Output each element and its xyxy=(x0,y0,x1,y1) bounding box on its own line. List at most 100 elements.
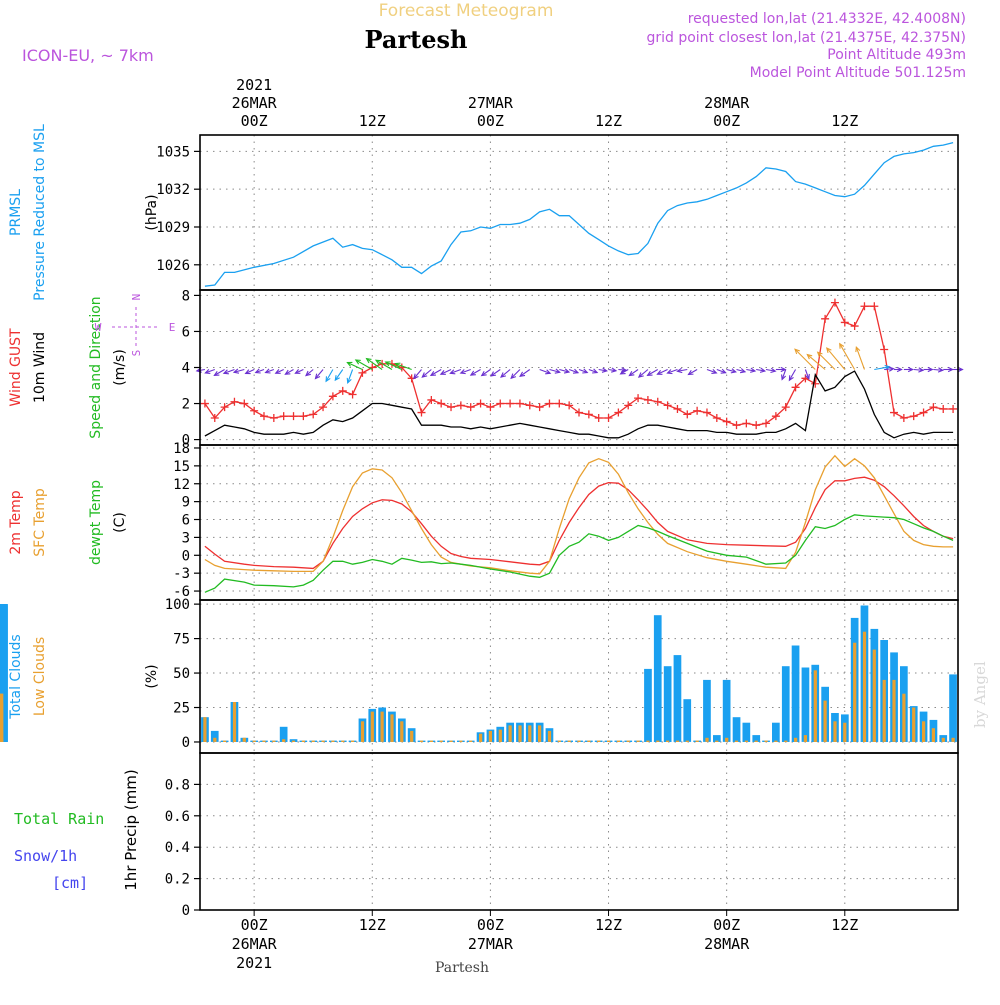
wind-vector xyxy=(470,369,481,376)
gust-marker xyxy=(240,399,249,408)
ytick-label: 6 xyxy=(182,324,190,340)
wind-vector-head xyxy=(788,375,794,382)
low-cloud-bar xyxy=(675,740,680,742)
low-cloud-bar xyxy=(666,740,670,742)
low-cloud-bar xyxy=(823,700,827,742)
low-cloud-bar xyxy=(902,693,906,742)
wind-vector xyxy=(440,369,452,375)
low-cloud-bar xyxy=(291,740,296,742)
total-cloud-bar xyxy=(949,674,957,742)
wind-vector xyxy=(788,369,797,381)
wind-vector-head xyxy=(346,377,352,385)
wind-vector-head xyxy=(264,368,271,374)
low-cloud-bar xyxy=(626,740,630,742)
gust-marker xyxy=(693,406,702,415)
low-cloud-bar xyxy=(734,740,739,742)
wind-vector xyxy=(539,368,551,374)
wind-vector xyxy=(347,369,354,384)
panel-frame-precip xyxy=(199,752,959,911)
wind-vector xyxy=(781,369,787,380)
gust-marker xyxy=(427,395,436,404)
wind-vector xyxy=(355,359,373,370)
wind-vector xyxy=(275,369,284,374)
low-cloud-bar xyxy=(764,740,768,742)
total-cloud-bar xyxy=(752,735,761,742)
gust-marker xyxy=(486,403,495,412)
total-cloud-bar xyxy=(644,668,652,742)
wind-vector-head xyxy=(957,366,964,373)
wind-vector xyxy=(385,361,403,370)
wind-vector xyxy=(233,368,245,373)
ytick-label: -6 xyxy=(173,584,190,600)
low-cloud-bar xyxy=(479,733,483,742)
low-cloud-bar xyxy=(557,740,561,742)
low-cloud-bar xyxy=(656,740,660,742)
low-cloud-bar xyxy=(380,711,384,742)
low-cloud-bar xyxy=(390,714,394,742)
wind-vector xyxy=(490,369,501,377)
wind-vector-head xyxy=(781,374,787,381)
wind-vector-head xyxy=(334,375,340,382)
wind-vector-head xyxy=(365,357,372,364)
gust-marker xyxy=(555,399,564,408)
wind-vector xyxy=(450,368,462,374)
gust-marker xyxy=(890,408,899,417)
ytick-label: 9 xyxy=(182,495,190,511)
total-cloud-bar xyxy=(703,679,711,742)
wind-vector-head xyxy=(545,369,552,375)
gust-marker xyxy=(210,413,219,422)
wind-vector xyxy=(706,368,717,374)
gust-marker xyxy=(496,399,505,408)
gust-marker xyxy=(456,401,465,410)
wind-vector-head xyxy=(927,366,934,373)
wind-vector xyxy=(481,369,491,377)
gust-marker xyxy=(663,401,672,410)
wind-vector xyxy=(334,369,344,381)
wind-vector xyxy=(746,368,756,372)
low-cloud-bar xyxy=(725,737,729,742)
low-cloud-bar xyxy=(301,740,305,742)
gust-marker xyxy=(840,318,849,327)
time-label-top: 12Z xyxy=(831,112,858,130)
wind-vector xyxy=(598,368,607,372)
time-label-top: 27MAR xyxy=(468,94,514,112)
wind-vector-head xyxy=(888,366,895,372)
low-cloud-bar xyxy=(528,725,532,742)
gust-marker xyxy=(250,406,259,415)
wind-vector-head xyxy=(384,361,391,367)
low-cloud-bar xyxy=(538,725,542,742)
wind-vector xyxy=(804,369,810,380)
gridpoint-coords: grid point closest lon,lat (21.4375E, 42… xyxy=(646,30,966,46)
ytick-label: 0.8 xyxy=(165,777,190,793)
precip-axis-label: 1hr Precip (mm) xyxy=(122,769,140,890)
wind-vector xyxy=(223,368,235,374)
gust-marker xyxy=(673,404,682,413)
gust-marker xyxy=(309,410,318,419)
location-title: Partesh xyxy=(365,25,468,54)
time-label-top: 00Z xyxy=(477,112,504,130)
gust-marker xyxy=(811,379,820,388)
gust-marker xyxy=(762,419,771,428)
wind-vector-head xyxy=(213,370,220,377)
wind-vector-head xyxy=(254,368,261,374)
gust-marker xyxy=(230,397,239,406)
wind-vector-head xyxy=(394,362,401,368)
model-altitude: Model Point Altitude 501.125m xyxy=(750,65,966,81)
low-cloud-bar xyxy=(459,740,463,742)
ytick-label: 0.4 xyxy=(165,840,190,856)
wind-vector xyxy=(214,369,225,376)
ytick-label: 8 xyxy=(182,288,190,304)
wind-vector xyxy=(395,363,412,371)
panel-label-temp: 2m Temp xyxy=(8,490,24,554)
ytick-label: 3 xyxy=(182,530,190,546)
time-label-bottom: 00Z xyxy=(713,916,740,934)
series-line-10m-wind xyxy=(204,370,954,439)
gust-marker xyxy=(289,412,298,421)
gust-marker xyxy=(269,413,278,422)
gust-marker xyxy=(830,298,839,307)
low-cloud-bar xyxy=(853,642,857,742)
wind-vector xyxy=(716,368,726,374)
wind-vector-head xyxy=(896,366,903,373)
low-cloud-bar xyxy=(646,740,650,742)
wind-vector-head xyxy=(839,342,845,349)
